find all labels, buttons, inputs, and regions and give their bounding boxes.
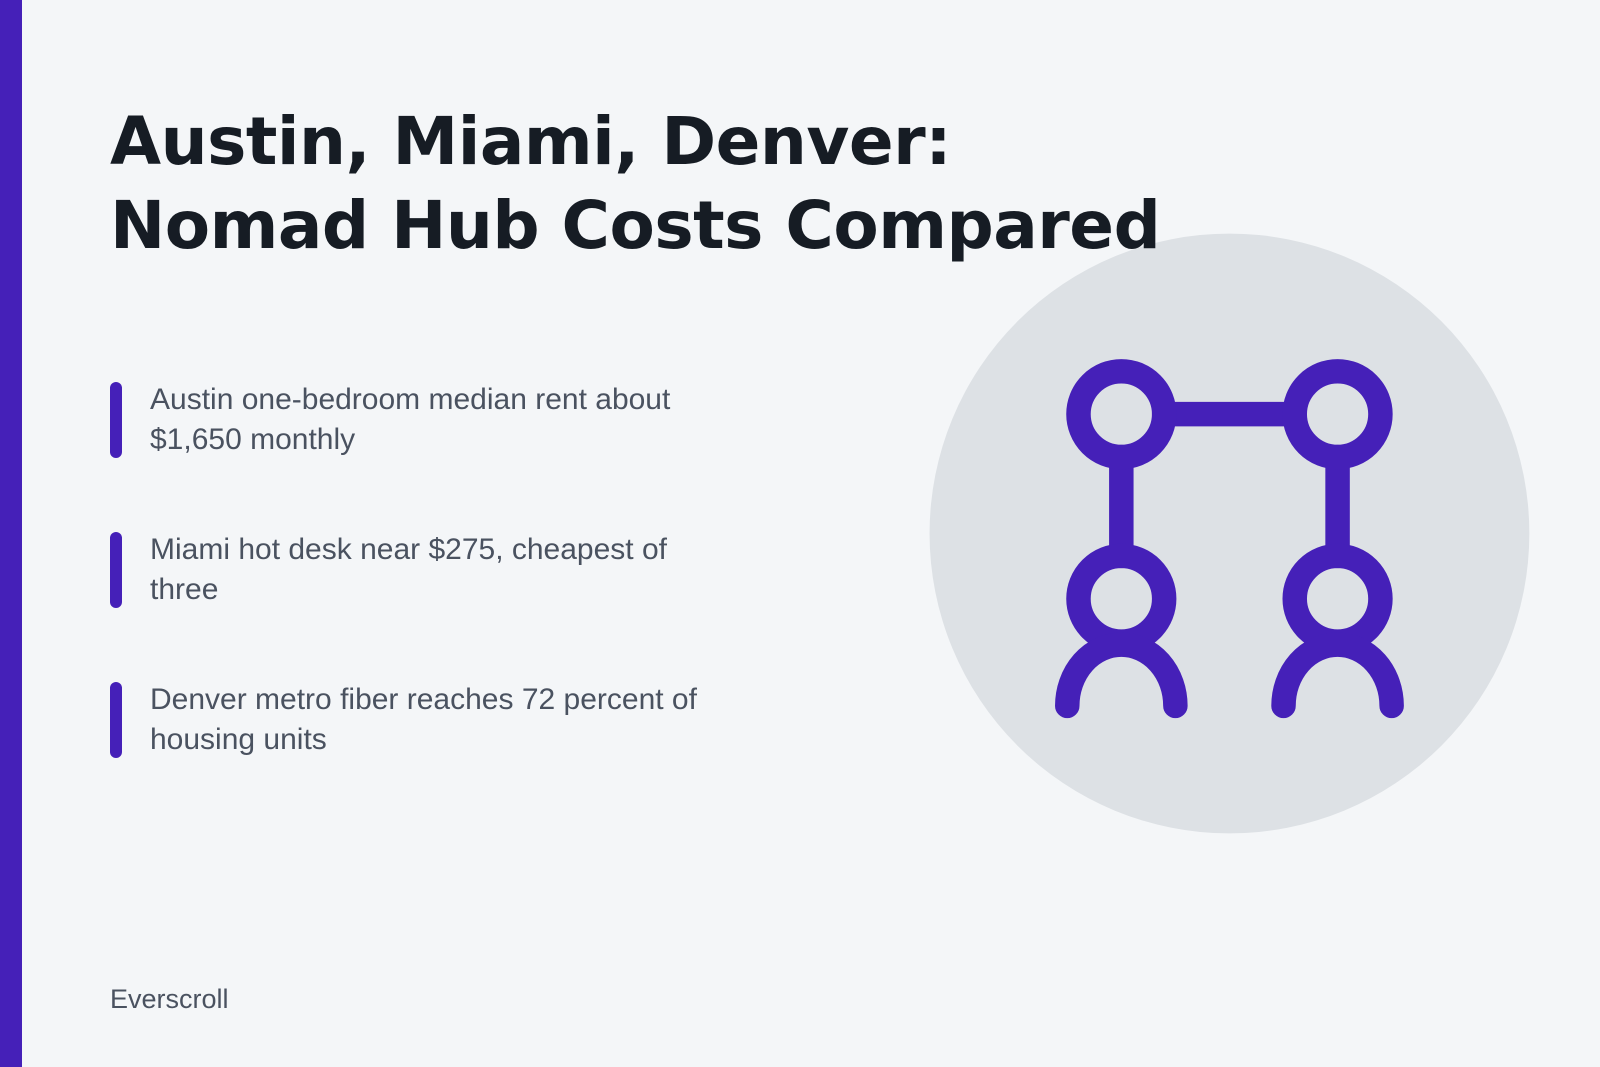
network-icon: [1055, 359, 1404, 719]
title: Austin, Miami, Denver: Nomad Hub Costs C…: [110, 100, 1161, 268]
bullet: Austin one-bedroom median rent about $1,…: [110, 380, 770, 460]
bullet-text: Miami hot desk near $275, cheapest of th…: [150, 533, 667, 606]
title-line: Nomad Hub Costs Compared: [110, 187, 1161, 264]
bullet-bar: [110, 382, 122, 458]
bullet-bar: [110, 532, 122, 608]
bullet: Miami hot desk near $275, cheapest of th…: [110, 530, 770, 610]
bullet-bar: [110, 682, 122, 758]
backdrop-circle: [929, 233, 1530, 834]
title-line: Austin, Miami, Denver:: [110, 103, 952, 180]
accent-bar: [0, 0, 22, 1067]
bullet: Denver metro fiber reaches 72 percent of…: [110, 680, 770, 760]
bullet-text: Denver metro fiber reaches 72 percent of…: [150, 683, 697, 756]
bullet-text: Austin one-bedroom median rent about $1,…: [150, 383, 671, 456]
brand: Everscroll: [110, 984, 229, 1014]
